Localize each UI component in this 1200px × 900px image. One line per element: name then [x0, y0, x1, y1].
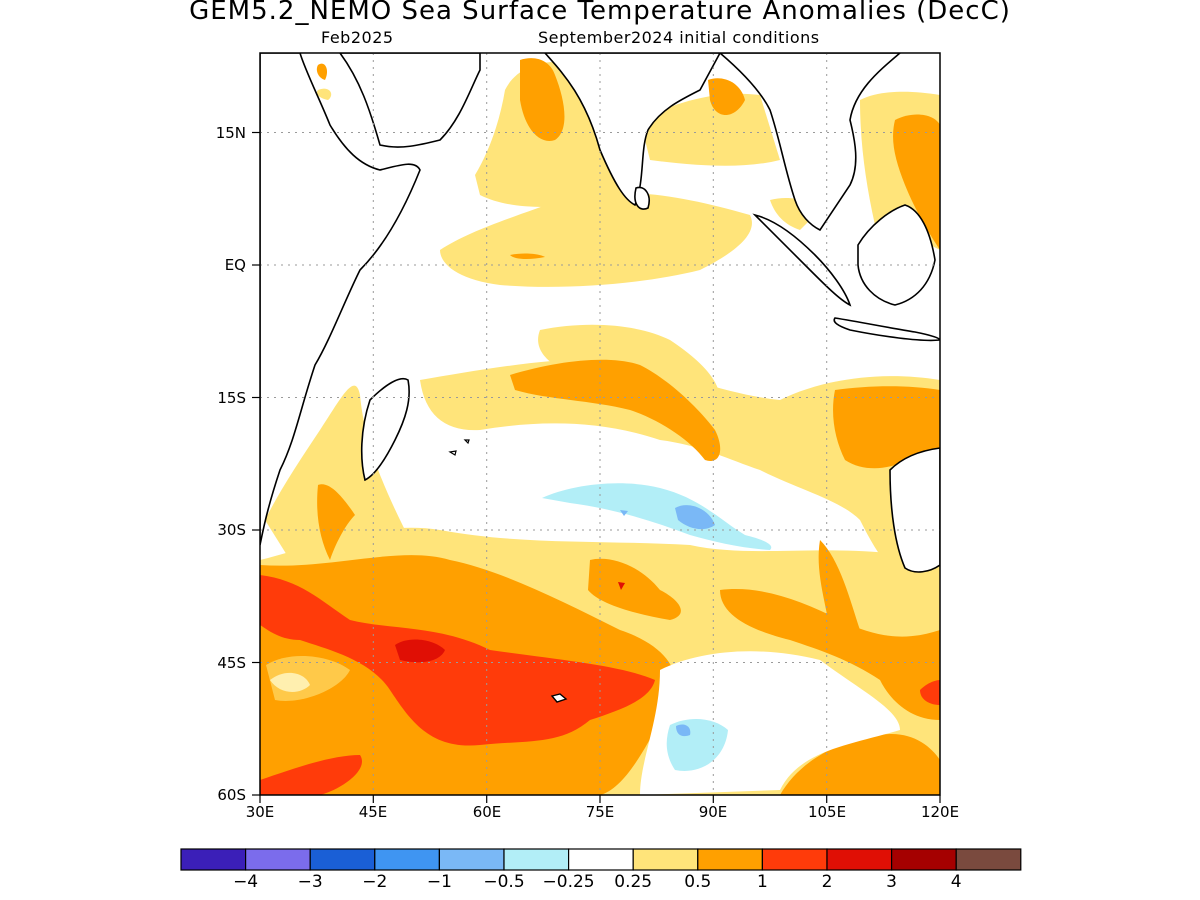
color-legend — [180, 848, 1022, 871]
legend-swatch — [955, 848, 1022, 871]
legend-label: −1 — [426, 872, 452, 892]
x-tick-label: 105E — [807, 803, 847, 821]
legend-swatch — [180, 848, 247, 871]
legend-swatch — [374, 848, 441, 871]
legend-label: 2 — [821, 872, 833, 892]
legend-label: 4 — [950, 872, 962, 892]
legend-label: 3 — [886, 872, 897, 892]
legend-label: −0.5 — [483, 872, 525, 892]
x-tick-label: 75E — [585, 803, 615, 821]
forecast-month: Feb2025 — [321, 28, 394, 47]
legend-swatch — [503, 848, 570, 871]
x-tick-label: 60E — [472, 803, 502, 821]
legend-label: 0.5 — [684, 872, 712, 892]
legend-label: −3 — [297, 872, 323, 892]
legend-swatch — [632, 848, 699, 871]
y-tick-label: EQ — [224, 256, 246, 274]
map-title: GEM5.2_NEMO Sea Surface Temperature Anom… — [189, 0, 1011, 26]
grid-lines — [260, 53, 940, 795]
legend-label: −2 — [362, 872, 388, 892]
legend-swatch — [309, 848, 376, 871]
x-tick-label: 120E — [920, 803, 960, 821]
legend-swatch — [568, 848, 634, 871]
y-tick-label: 30S — [217, 521, 246, 539]
y-tick-label: 45S — [217, 654, 246, 672]
legend-swatch — [761, 848, 828, 871]
legend-swatch — [697, 848, 763, 871]
legend-label: 1 — [756, 872, 768, 892]
legend-swatch — [244, 848, 311, 871]
x-tick-label: 45E — [358, 803, 388, 821]
legend-label: −0.25 — [542, 872, 595, 892]
tick-marks — [252, 131, 941, 803]
legend-swatch — [826, 848, 893, 871]
x-tick-label: 30E — [245, 803, 275, 821]
y-tick-label: 15S — [217, 389, 246, 407]
y-tick-label: 15N — [215, 124, 246, 142]
legend-swatch — [890, 848, 957, 871]
initial-conditions: September2024 initial conditions — [538, 28, 820, 47]
x-tick-label: 90E — [698, 803, 728, 821]
legend-label: −4 — [233, 872, 259, 892]
legend-label: 0.25 — [614, 872, 653, 892]
y-tick-label: 60S — [217, 786, 246, 804]
legend-swatch — [438, 848, 505, 871]
